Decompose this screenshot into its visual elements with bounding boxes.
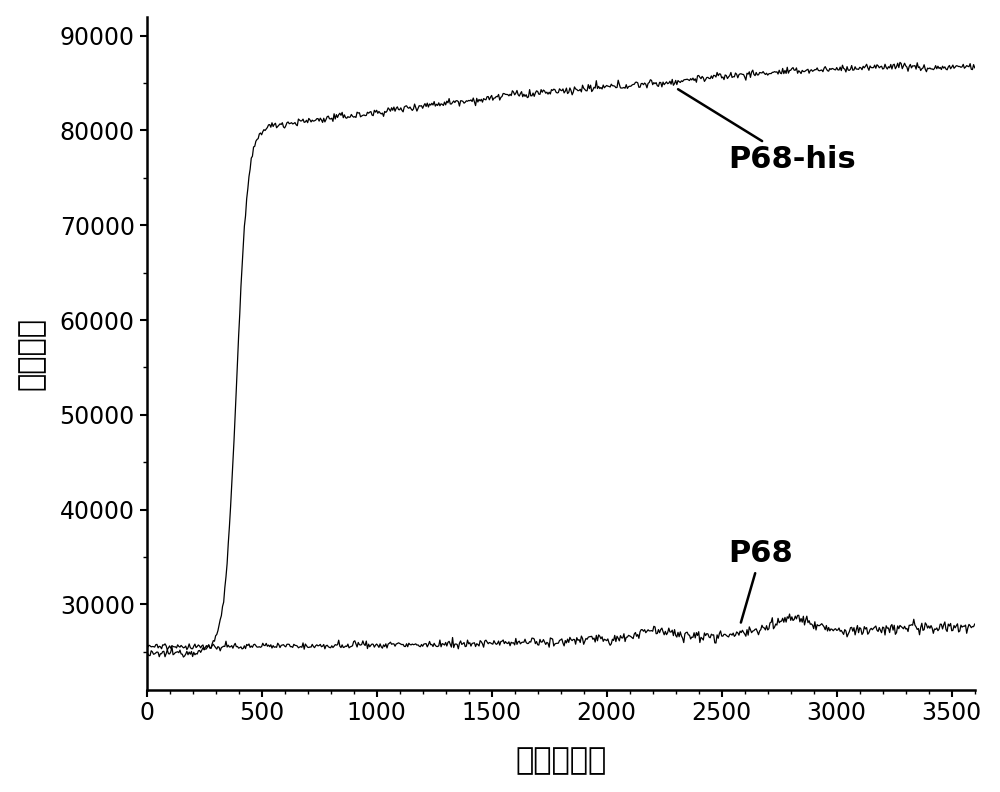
Y-axis label: 荧光强度: 荧光强度	[17, 317, 46, 390]
X-axis label: 时间（秒）: 时间（秒）	[515, 746, 606, 775]
Text: P68: P68	[729, 539, 793, 623]
Text: P68-his: P68-his	[678, 89, 856, 174]
